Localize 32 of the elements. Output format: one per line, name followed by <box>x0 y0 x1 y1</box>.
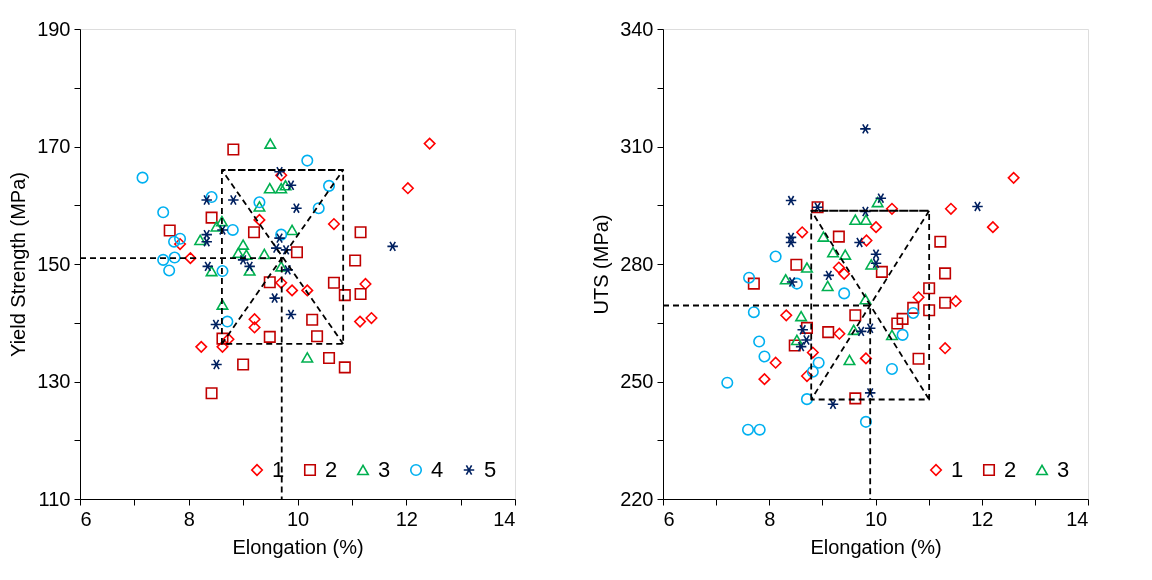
x-tick-label: 8 <box>183 507 195 530</box>
x-tick-label: 14 <box>493 507 516 530</box>
x-axis-title: Elongation (%) <box>232 535 364 558</box>
y-tick-label: 150 <box>37 252 71 275</box>
y-tick-label: 170 <box>37 135 71 157</box>
y-tick-label: 110 <box>38 487 71 510</box>
y-tick-label: 250 <box>620 370 654 392</box>
x-tick-label: 6 <box>80 507 92 530</box>
x-tick-label: 12 <box>971 507 994 530</box>
y-tick-label: 220 <box>620 487 654 510</box>
legend-label: 5 <box>484 457 497 482</box>
legend-label: 3 <box>1057 457 1070 482</box>
x-tick-label: 10 <box>864 507 888 530</box>
x-tick-label: 10 <box>286 507 310 530</box>
y-tick-label: 280 <box>620 252 654 275</box>
x-tick-label: 14 <box>1066 507 1089 530</box>
legend-label: 3 <box>378 457 391 482</box>
x-tick-label: 12 <box>395 507 418 530</box>
x-axis-title: Elongation (%) <box>810 535 942 558</box>
legend-label: 1 <box>951 457 964 482</box>
y-axis-title: UTS (MPa) <box>590 214 613 315</box>
legend-label: 4 <box>431 457 444 482</box>
x-tick-label: 6 <box>663 507 675 530</box>
y-axis-title: Yield Strength (MPa) <box>7 172 30 357</box>
x-tick-label: 8 <box>764 507 776 530</box>
y-tick-label: 310 <box>620 135 654 157</box>
y-tick-label: 190 <box>37 17 71 40</box>
y-tick-label: 340 <box>620 17 654 40</box>
legend-label: 1 <box>272 457 285 482</box>
legend-label: 2 <box>1004 457 1017 482</box>
y-tick-label: 130 <box>37 370 71 392</box>
legend-label: 2 <box>325 457 338 482</box>
